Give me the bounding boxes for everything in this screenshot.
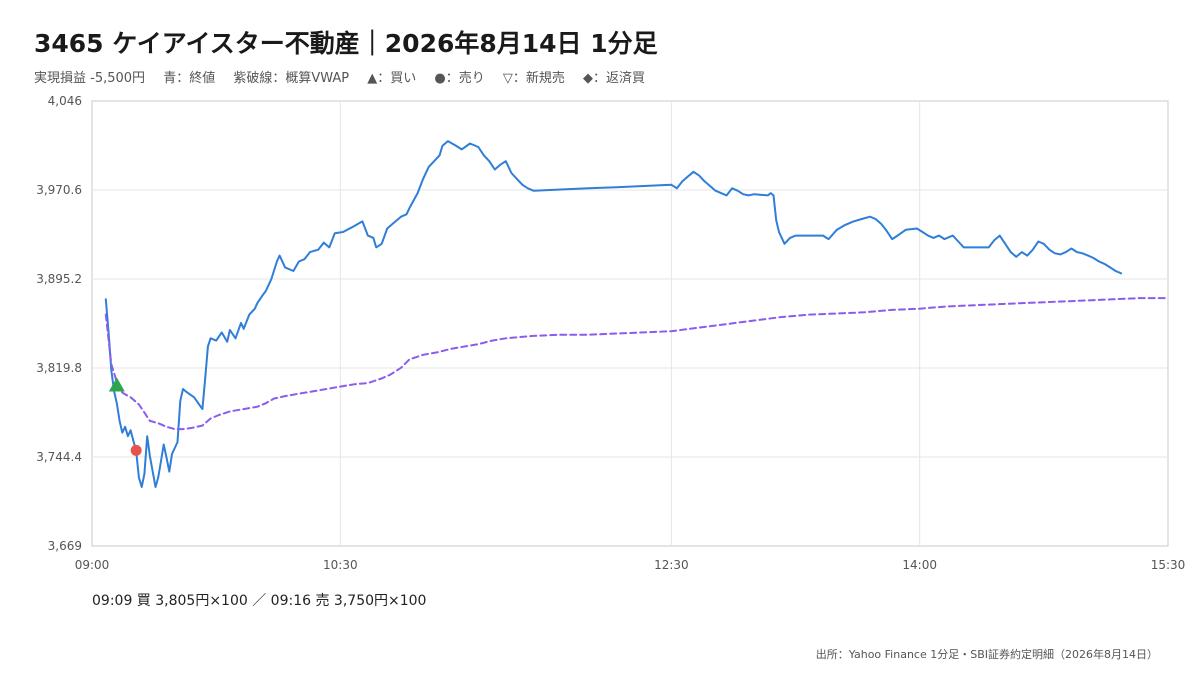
legend-line: 実現損益 -5,500円 青：終値 紫破線：概算VWAP ▲：買い ●：売り ▽…	[34, 67, 659, 86]
legend-buy: ▲：買い	[367, 71, 417, 86]
x-tick-label: 09:00	[75, 558, 110, 572]
legend-repay: ◆：返済買	[583, 71, 646, 86]
legend-vwap: 紫破線：概算VWAP	[233, 71, 350, 86]
plot-frame	[91, 100, 1169, 547]
y-tick-label: 3,970.6	[36, 183, 82, 197]
chart-title: 3465 ケイアイスター不動産｜2026年8月14日 1分足	[34, 29, 658, 58]
source-note: 出所：Yahoo Finance 1分足・SBI証券約定明細（2026年8月14…	[815, 648, 1158, 661]
x-axis-ticks: 09:00 10:30 12:30 14:00 15:30	[75, 558, 1186, 572]
sell-marker	[130, 444, 142, 456]
legend-new-sell: ▽：新規売	[502, 71, 565, 86]
y-tick-label: 3,669	[48, 539, 82, 553]
close-price-line	[104, 140, 1123, 488]
y-axis-ticks: 3,669 3,744.4 3,819.8 3,895.2 3,970.6 4,046	[36, 94, 82, 553]
trade-summary: 09:09 買 3,805円×100 ／ 09:16 売 3,750円×100	[92, 593, 427, 609]
y-tick-label: 4,046	[48, 94, 82, 108]
y-tick-label: 3,895.2	[36, 272, 82, 286]
legend-close: 青：終値	[163, 71, 216, 86]
y-tick-label: 3,819.8	[36, 361, 82, 375]
legend-pnl: 実現損益 -5,500円	[34, 71, 146, 86]
y-tick-label: 3,744.4	[36, 450, 82, 464]
x-tick-label: 12:30	[654, 558, 689, 572]
trade-markers	[108, 377, 142, 456]
x-tick-label: 15:30	[1151, 558, 1186, 572]
legend-sell: ●：売り	[434, 71, 485, 86]
chart-series	[104, 140, 1169, 488]
chart-grid	[91, 100, 1169, 547]
x-tick-label: 10:30	[323, 558, 358, 572]
buy-marker	[108, 377, 125, 392]
x-tick-label: 14:00	[902, 558, 937, 572]
vwap-line	[104, 297, 1169, 431]
